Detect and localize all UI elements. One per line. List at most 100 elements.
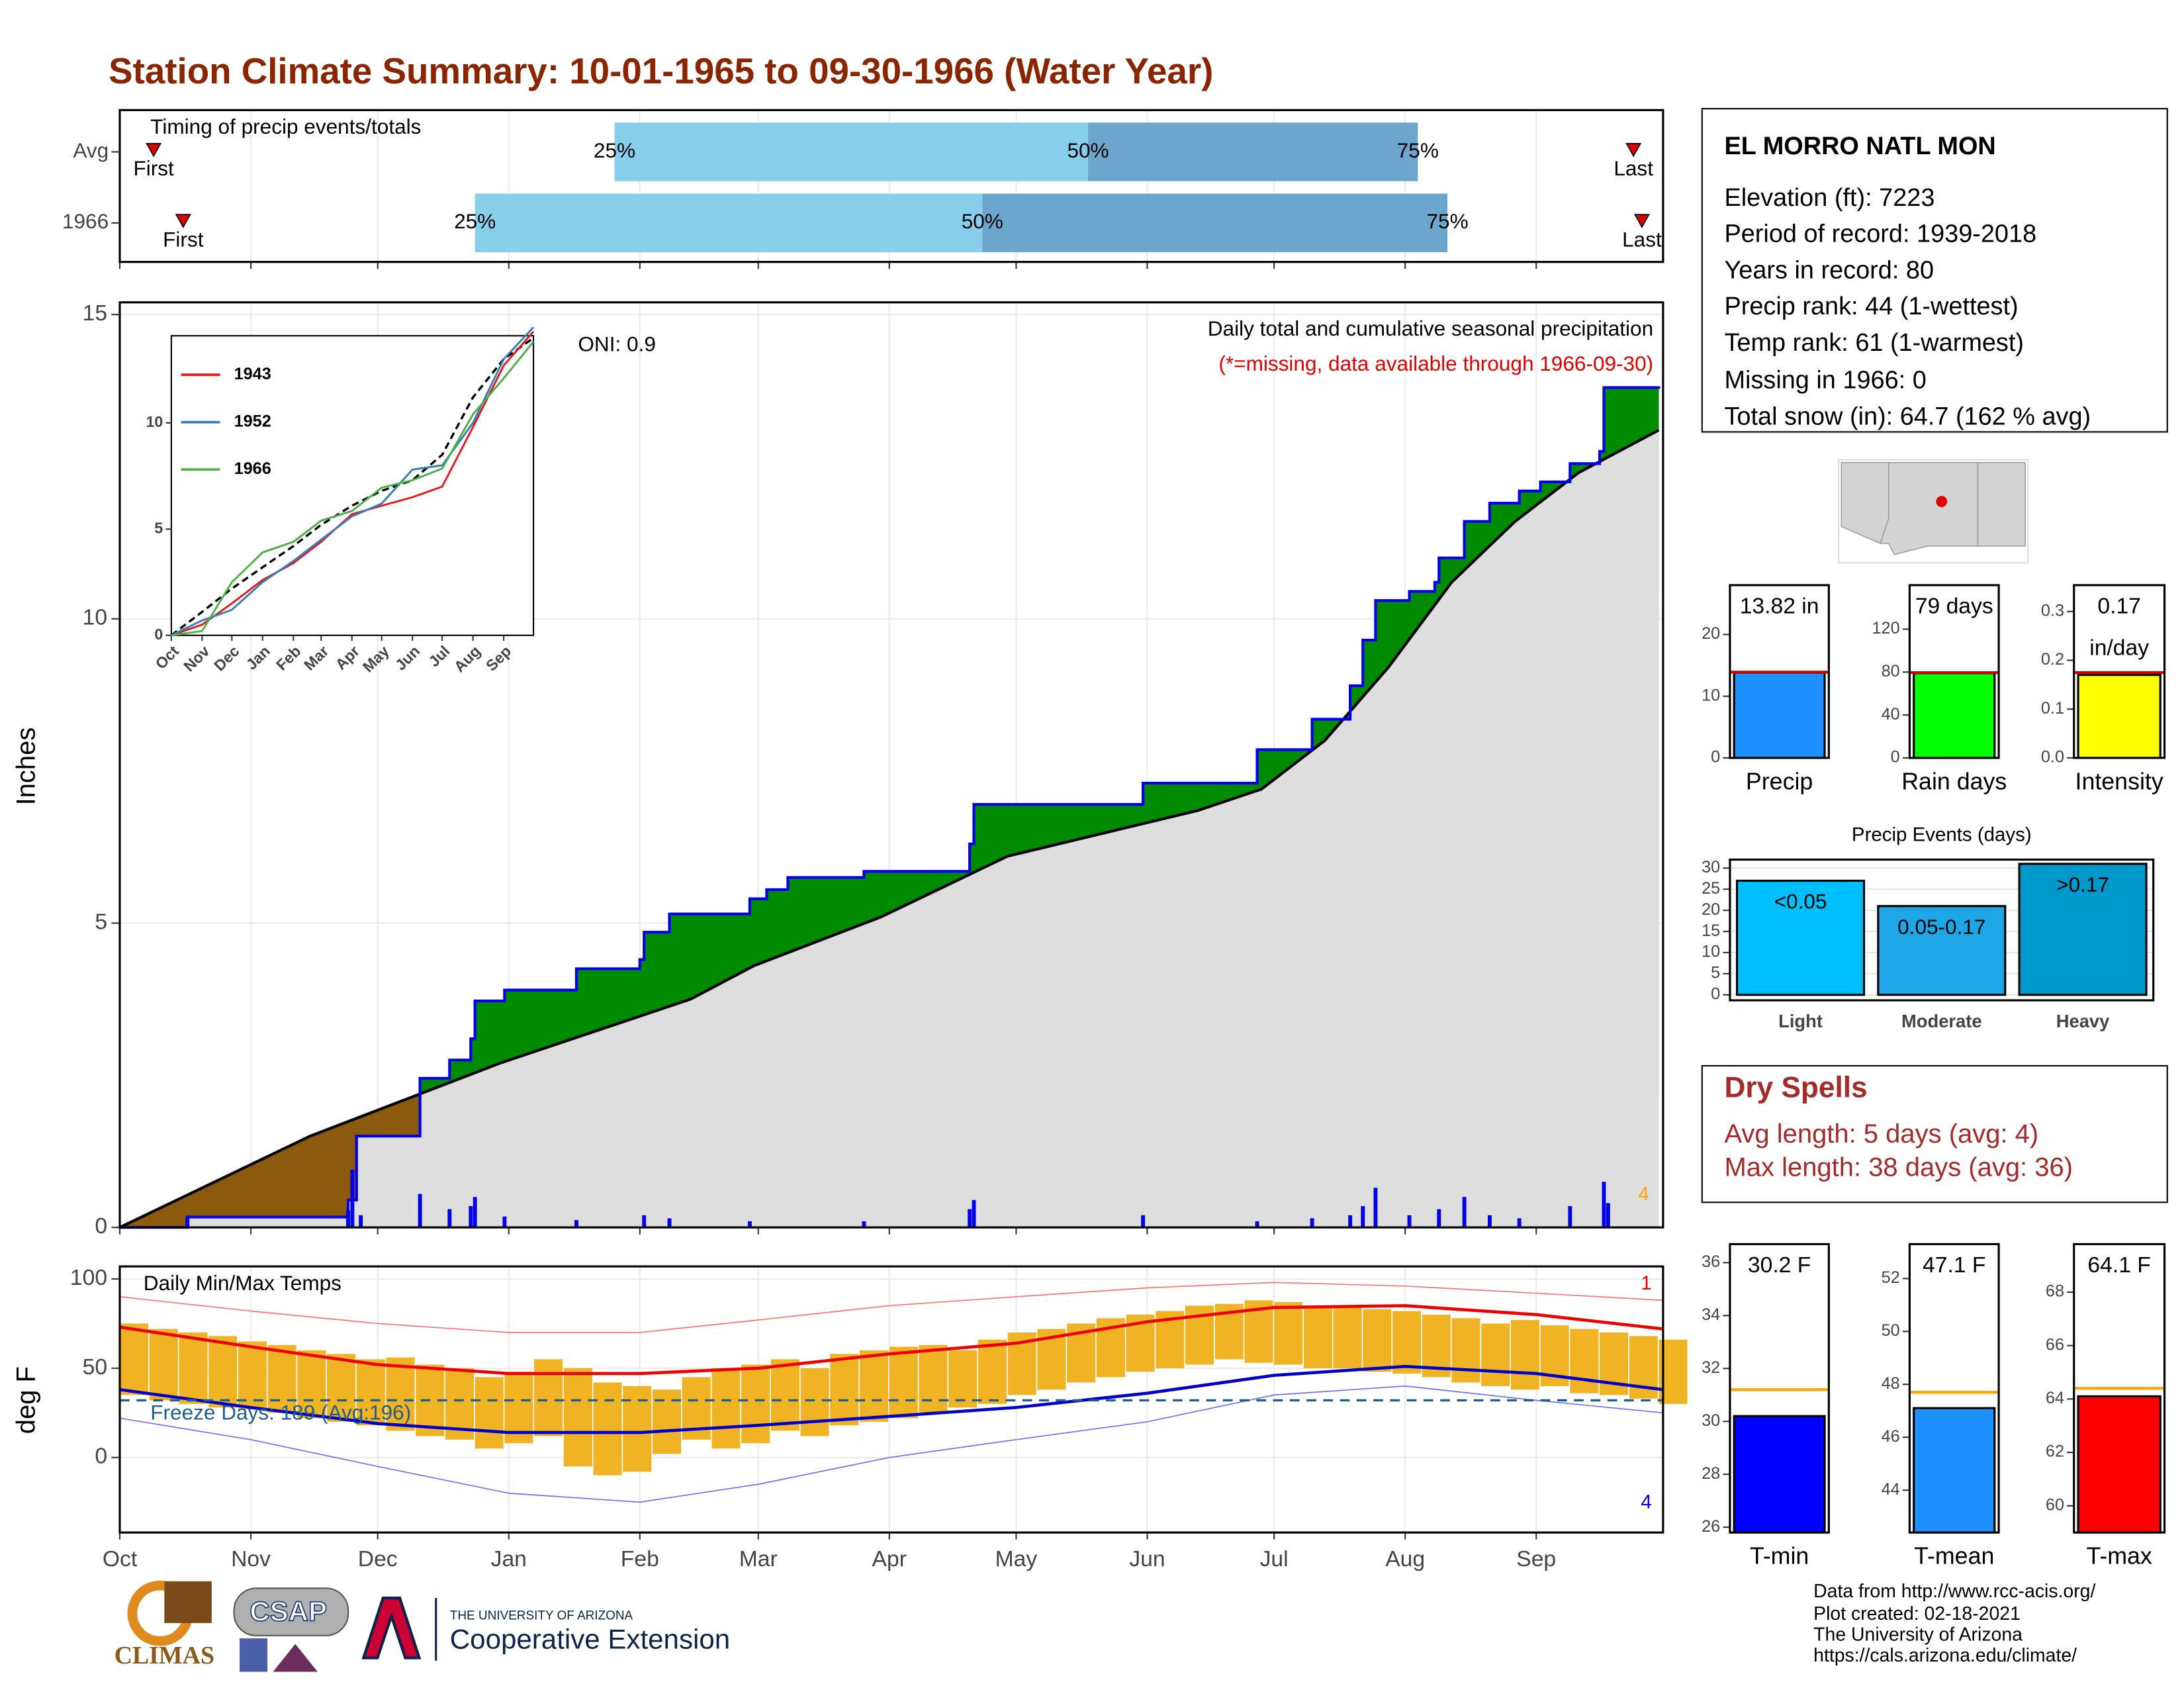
timing-bar — [1088, 122, 1418, 181]
event-label: Last — [1614, 156, 1653, 180]
temp-bar — [119, 1323, 149, 1395]
y-tick-label: 48 — [1882, 1374, 1900, 1393]
event-label: First — [133, 156, 174, 180]
ua-logo: THE UNIVERSITY OF ARIZONA Cooperative Ex… — [361, 1596, 730, 1661]
temp-bar — [623, 1385, 652, 1472]
bar-panel-border — [2073, 1243, 2166, 1534]
bar-panel-border — [1908, 584, 2000, 759]
locator-map — [1838, 459, 2029, 564]
station-line: Years in record: 80 — [1724, 256, 1934, 284]
y-tick-label: 64 — [2046, 1389, 2064, 1407]
temp-bar — [741, 1364, 770, 1444]
daily-bar — [1568, 1206, 1572, 1228]
chart-title: Daily Min/Max Temps — [144, 1271, 341, 1295]
y-tick-label: 30 — [1702, 1411, 1720, 1430]
chart-title: Daily total and cumulative seasonal prec… — [1208, 316, 1653, 340]
daily-bar — [1606, 1203, 1610, 1228]
y-tick-label: 15 — [83, 301, 107, 326]
y-tick-label: 0.2 — [2041, 650, 2064, 669]
y-tick-label: 32 — [1702, 1358, 1720, 1377]
daily-bar — [972, 1199, 976, 1228]
bar — [1733, 1415, 1826, 1534]
bar — [1913, 1407, 1996, 1534]
daily-bar — [359, 1215, 363, 1228]
station-line: Missing in 1966: 0 — [1724, 367, 1926, 395]
row-label: Avg — [73, 138, 109, 162]
temp-bar — [919, 1344, 948, 1413]
temp-bar — [179, 1332, 208, 1404]
bar — [2018, 863, 2148, 996]
climas-logo: CLIMAS — [114, 1580, 214, 1669]
bin-label: 0.05-0.17 — [1897, 915, 1985, 939]
daily-bar — [968, 1209, 972, 1228]
temp-bar — [800, 1368, 829, 1436]
category-label: Intensity — [2075, 768, 2163, 794]
quantile-label: 50% — [962, 209, 1003, 233]
page-title: Station Climate Summary: 10-01-1965 to 0… — [109, 50, 1213, 91]
value-label: 64.1 F — [2087, 1253, 2150, 1278]
y-tick-label: 0.3 — [2041, 601, 2064, 620]
temp-bar — [830, 1354, 859, 1426]
observed-line — [119, 386, 1661, 1229]
legend-label: 1952 — [234, 412, 271, 430]
daily-bar — [473, 1197, 477, 1228]
value-label: 47.1 F — [1923, 1253, 1985, 1278]
event-marker — [1625, 142, 1642, 158]
value-label: 13.82 in — [1740, 594, 1819, 619]
y-tick-label: 62 — [2046, 1442, 2064, 1461]
quantile-label: 75% — [1426, 209, 1468, 233]
station-line: Precip rank: 44 (1-wettest) — [1724, 293, 2018, 320]
y-tick-label: 40 — [1882, 705, 1900, 724]
daily-bar — [502, 1216, 507, 1228]
temp-bar — [1274, 1302, 1303, 1365]
avg-min-line — [119, 1364, 1664, 1434]
temp-bar — [267, 1344, 296, 1413]
x-tick-label: Aug — [1385, 1547, 1425, 1571]
csap-logo: CSAP — [233, 1587, 349, 1672]
y-tick-label: 50 — [83, 1355, 107, 1380]
y-tick-label: 120 — [1872, 619, 1900, 637]
x-tick-label: Dec — [358, 1547, 398, 1571]
y-tick-label: 44 — [1882, 1480, 1900, 1499]
y-tick-label: 15 — [1702, 921, 1720, 940]
y-tick-label: 0.0 — [2041, 748, 2064, 767]
category-label: Light — [1778, 1011, 1823, 1031]
temp-bar — [1451, 1318, 1480, 1383]
temp-bar — [770, 1359, 799, 1431]
daily-bar — [418, 1194, 422, 1228]
logo-text: Cooperative Extension — [450, 1623, 730, 1654]
temp-bar — [948, 1350, 978, 1408]
temp-bar — [1481, 1323, 1510, 1386]
temp-bar — [208, 1336, 238, 1408]
x-tick-label: Sep — [1516, 1547, 1556, 1571]
daily-bar — [185, 1217, 190, 1228]
y-tick-label: 34 — [1702, 1305, 1720, 1324]
daily-bar — [1462, 1197, 1467, 1228]
y-tick-label: 5 — [154, 519, 163, 536]
panel-border — [118, 1265, 1664, 1534]
x-tick-label: Jul — [1260, 1547, 1289, 1571]
timing-bar — [982, 193, 1448, 252]
bar — [1913, 672, 1996, 759]
category-label: Heavy — [2056, 1011, 2110, 1031]
quantile-label: 75% — [1397, 138, 1439, 162]
y-tick-label: 20 — [1702, 900, 1720, 919]
y-tick-label: 0 — [1891, 748, 1900, 767]
x-tick-label: Mar — [739, 1547, 778, 1571]
temp-bar — [711, 1368, 741, 1449]
y-tick-label: 68 — [2046, 1282, 2064, 1301]
daily-bar — [862, 1221, 866, 1228]
bar — [1733, 671, 1826, 759]
dry-spells-line: Max length: 38 days (avg: 36) — [1724, 1152, 2073, 1182]
temp-bar — [327, 1354, 356, 1422]
legend-label: 1966 — [234, 459, 271, 478]
category-label: T-mean — [1914, 1542, 1994, 1569]
category-label: Precip — [1746, 768, 1813, 794]
daily-bar — [642, 1215, 647, 1228]
y-tick-label: 5 — [95, 910, 107, 934]
daily-bar — [346, 1210, 350, 1228]
temp-bar — [149, 1329, 178, 1401]
temp-bar — [356, 1359, 385, 1426]
station-box — [1701, 108, 2168, 433]
y-tick-label: 10 — [1702, 686, 1720, 704]
